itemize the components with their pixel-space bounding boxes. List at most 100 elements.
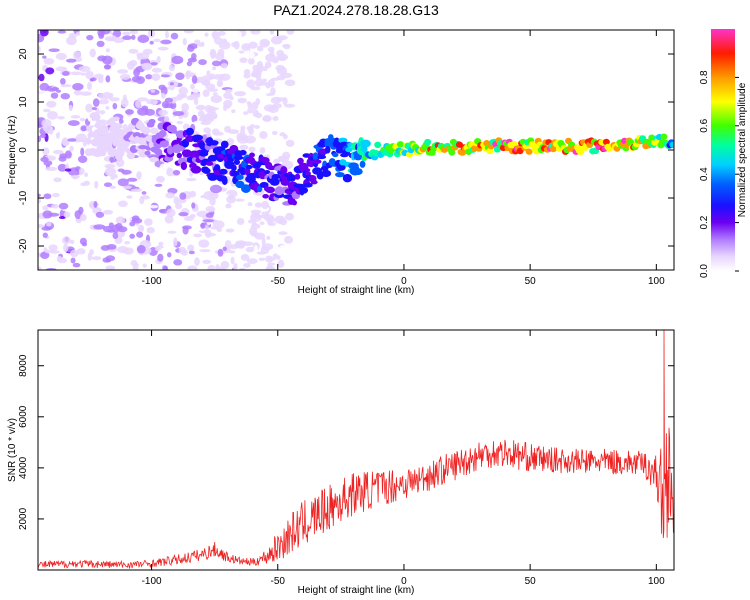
ridge-blob [256,185,263,193]
noise-blob [206,70,211,77]
noise-blob [265,255,274,263]
noise-blob [80,125,88,132]
noise-blob [79,213,87,222]
ridge-blob [265,186,276,194]
spectrogram-y-label: Frequency (Hz) [7,116,18,185]
noise-blob [67,120,80,127]
noise-blob [220,62,228,69]
noise-blob [130,259,138,267]
noise-blob [128,48,139,54]
noise-blob [197,110,205,118]
noise-blob [167,252,172,258]
noise-blob [222,246,227,251]
ridge-blob [264,169,271,175]
noise-blob [146,162,155,171]
noise-blob [105,259,111,263]
ridge-blob [94,122,101,129]
noise-blob [168,64,175,72]
noise-blob [182,38,187,46]
noise-blob [227,194,234,200]
noise-blob [106,244,117,250]
noise-blob [124,241,131,245]
noise-blob [278,231,288,236]
ridge-blob [191,157,198,163]
noise-blob [43,193,52,200]
ridge-blob [85,137,92,145]
noise-blob [99,30,111,35]
noise-blob [38,45,41,53]
noise-blob [194,39,201,45]
y-tick-label: -20 [18,238,29,253]
noise-blob [246,258,258,264]
noise-blob [61,236,71,245]
noise-blob [188,250,195,255]
noise-blob [131,75,142,83]
noise-blob [85,70,94,80]
noise-blob [158,241,164,246]
noise-blob [112,102,118,110]
noise-blob [267,105,279,114]
noise-blob [265,216,275,223]
noise-blob [116,69,129,74]
noise-blob [70,257,76,264]
ridge-blob [166,145,174,155]
noise-blob [129,30,139,35]
noise-blob [211,113,218,120]
ridge-blob [91,113,101,121]
ridge-blob [297,157,304,165]
ridge-blob [221,176,228,186]
noise-blob [224,239,232,249]
noise-blob [42,108,51,113]
spectrogram-y-ticks: -20 -10 0 10 20 [18,48,674,253]
noise-blob [152,222,164,228]
noise-blob [253,245,258,253]
noise-blob [173,196,179,205]
ridge-blob [192,134,203,141]
ridge-blob [424,138,432,146]
y-tick-label: 20 [18,48,29,60]
noise-blob [272,115,279,121]
noise-blob [117,168,125,173]
snr-y-label: SNR (10 * v/v) [7,418,18,482]
ridge-blob [286,173,296,182]
x-tick-label: 50 [525,276,537,287]
x-tick-label: -50 [271,276,286,287]
noise-blob [118,200,128,208]
ridge-blob [299,167,311,173]
noise-blob [65,58,77,63]
x-tick-label: 50 [525,576,537,587]
noise-blob [154,183,163,187]
colorbar-tick-label: 0.4 [699,167,710,181]
snr-y-ticks: 2000 4000 6000 8000 [18,354,674,530]
ridge-blob [94,135,104,143]
noise-blob [233,262,238,270]
noise-blob [45,267,57,270]
noise-blob [77,155,88,164]
noise-blob [149,127,159,135]
noise-blob [224,125,232,133]
noise-blob [183,216,194,222]
noise-blob [70,239,75,245]
noise-blob [55,52,67,61]
ridge-blob [245,164,253,170]
ridge-blob [180,161,188,171]
noise-blob [267,46,275,53]
noise-blob [248,146,256,153]
noise-blob [46,221,52,227]
noise-blob [42,205,49,211]
ridge-blob [308,161,315,168]
noise-blob [212,73,225,80]
noise-blob [199,249,211,253]
noise-blob [228,129,240,135]
x-tick-label: -100 [142,276,162,287]
noise-blob [176,120,183,125]
noise-blob [89,249,95,255]
noise-blob [115,222,123,230]
noise-blob [83,180,91,186]
noise-blob [186,95,196,101]
noise-blob [158,209,166,213]
ridge-blob [233,155,244,160]
noise-blob [129,221,136,227]
snr-x-ticks: -100 -50 0 50 100 [142,330,665,587]
noise-blob [238,267,246,270]
